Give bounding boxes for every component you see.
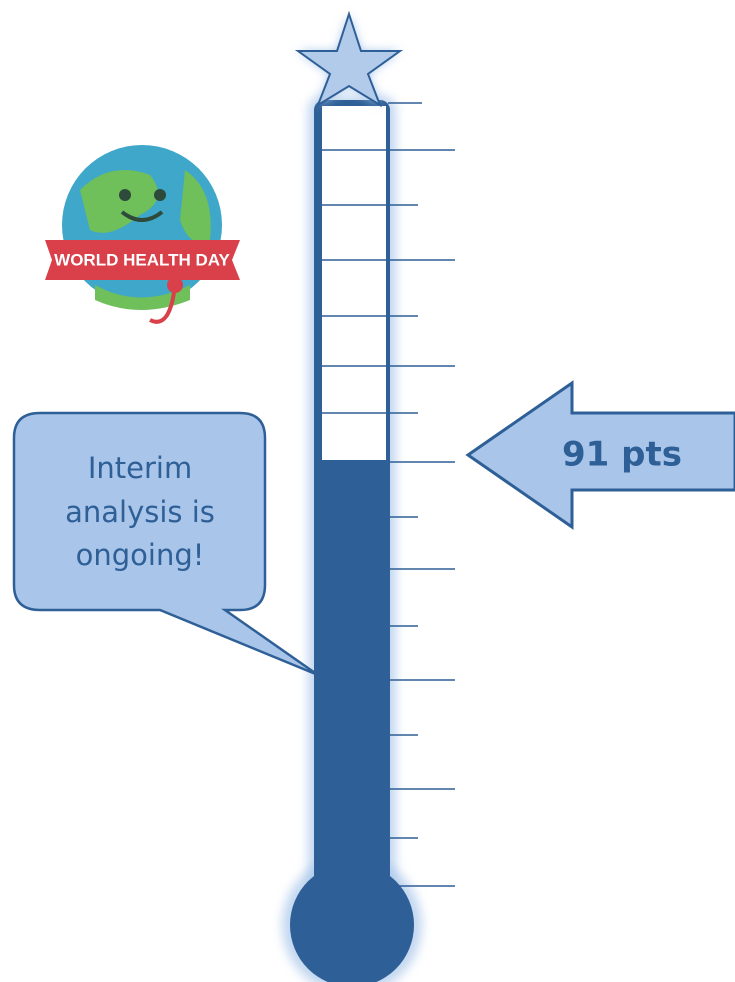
callout-line: ongoing! bbox=[76, 538, 205, 572]
callout-line: analysis is bbox=[65, 495, 215, 529]
value-arrow: 91 pts bbox=[468, 383, 735, 527]
arrow-label: 91 pts bbox=[562, 435, 682, 475]
page: WORLD HEALTH DAY bbox=[0, 0, 735, 982]
thermometer bbox=[282, 14, 455, 982]
callout: Interim analysis is ongoing! bbox=[14, 413, 318, 675]
world-health-day-badge: WORLD HEALTH DAY bbox=[45, 145, 240, 322]
badge-text: WORLD HEALTH DAY bbox=[54, 250, 230, 269]
callout-line: Interim bbox=[88, 451, 192, 485]
